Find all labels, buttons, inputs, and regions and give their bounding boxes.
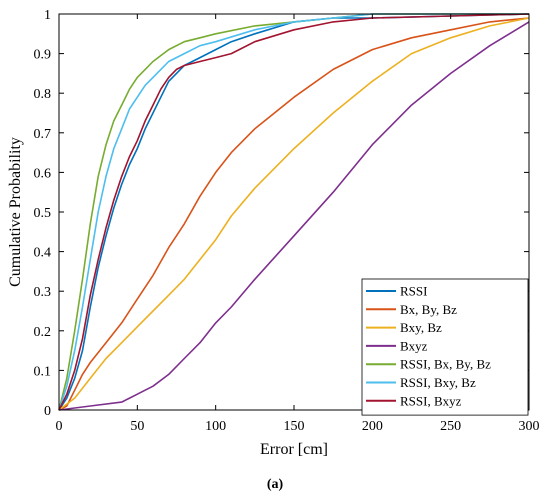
y-tick-label: 0.4 (34, 246, 52, 261)
series-line-7 (58, 13, 530, 411)
x-tick-label: 100 (205, 419, 226, 434)
legend-label-5: RSSI, Bx, By, Bz (400, 357, 491, 372)
y-tick-label: 0.8 (34, 87, 52, 102)
y-tick-label: 1 (44, 8, 51, 23)
y-tick-label: 0 (44, 404, 51, 419)
y-axis-title: Cumulative Probability (7, 137, 24, 287)
legend-label-6: RSSI, Bxy, Bz (400, 375, 476, 390)
x-tick-label: 50 (130, 419, 144, 434)
x-tick-label: 250 (440, 419, 461, 434)
x-tick-label: 0 (56, 419, 63, 434)
legend-label-2: Bx, By, Bz (400, 302, 457, 317)
series-line-3 (58, 17, 530, 411)
series-line-4 (58, 21, 530, 411)
y-tick-label: 0.2 (34, 325, 52, 340)
legend: RSSI Bx, By, Bz Bxy, Bz Bxyz RSSI, Bx, By, B… (361, 278, 529, 416)
legend-label-1: RSSI (400, 284, 427, 299)
legend-label-4: Bxyz (400, 338, 428, 353)
series-line-5 (58, 13, 529, 411)
y-tick-label: 0.5 (34, 206, 52, 221)
y-tick-label: 0.9 (34, 48, 52, 63)
x-axis-title: Error [cm] (260, 441, 328, 458)
legend-label-3: Bxy, Bz (400, 320, 442, 335)
legend-box (361, 278, 529, 416)
x-tick-label: 300 (519, 419, 540, 434)
x-tick-label: 150 (284, 419, 305, 434)
x-tick-label: 200 (362, 419, 383, 434)
y-tick-label: 0.1 (34, 364, 52, 379)
ticks-layer: 0 50 100 150 200 250 300 0 0.1 0.2 0.3 0.4 0.5 0.6 0.7… (34, 8, 540, 434)
series-layer (58, 13, 530, 411)
y-tick-label: 0.6 (34, 166, 52, 181)
series-line-6 (58, 13, 529, 411)
y-tick-label: 0.7 (34, 127, 52, 142)
series-line-2 (58, 17, 530, 411)
legend-label-7: RSSI, Bxyz (400, 393, 462, 408)
y-tick-label: 0.3 (34, 285, 52, 300)
figure-caption: (a) (267, 477, 284, 492)
